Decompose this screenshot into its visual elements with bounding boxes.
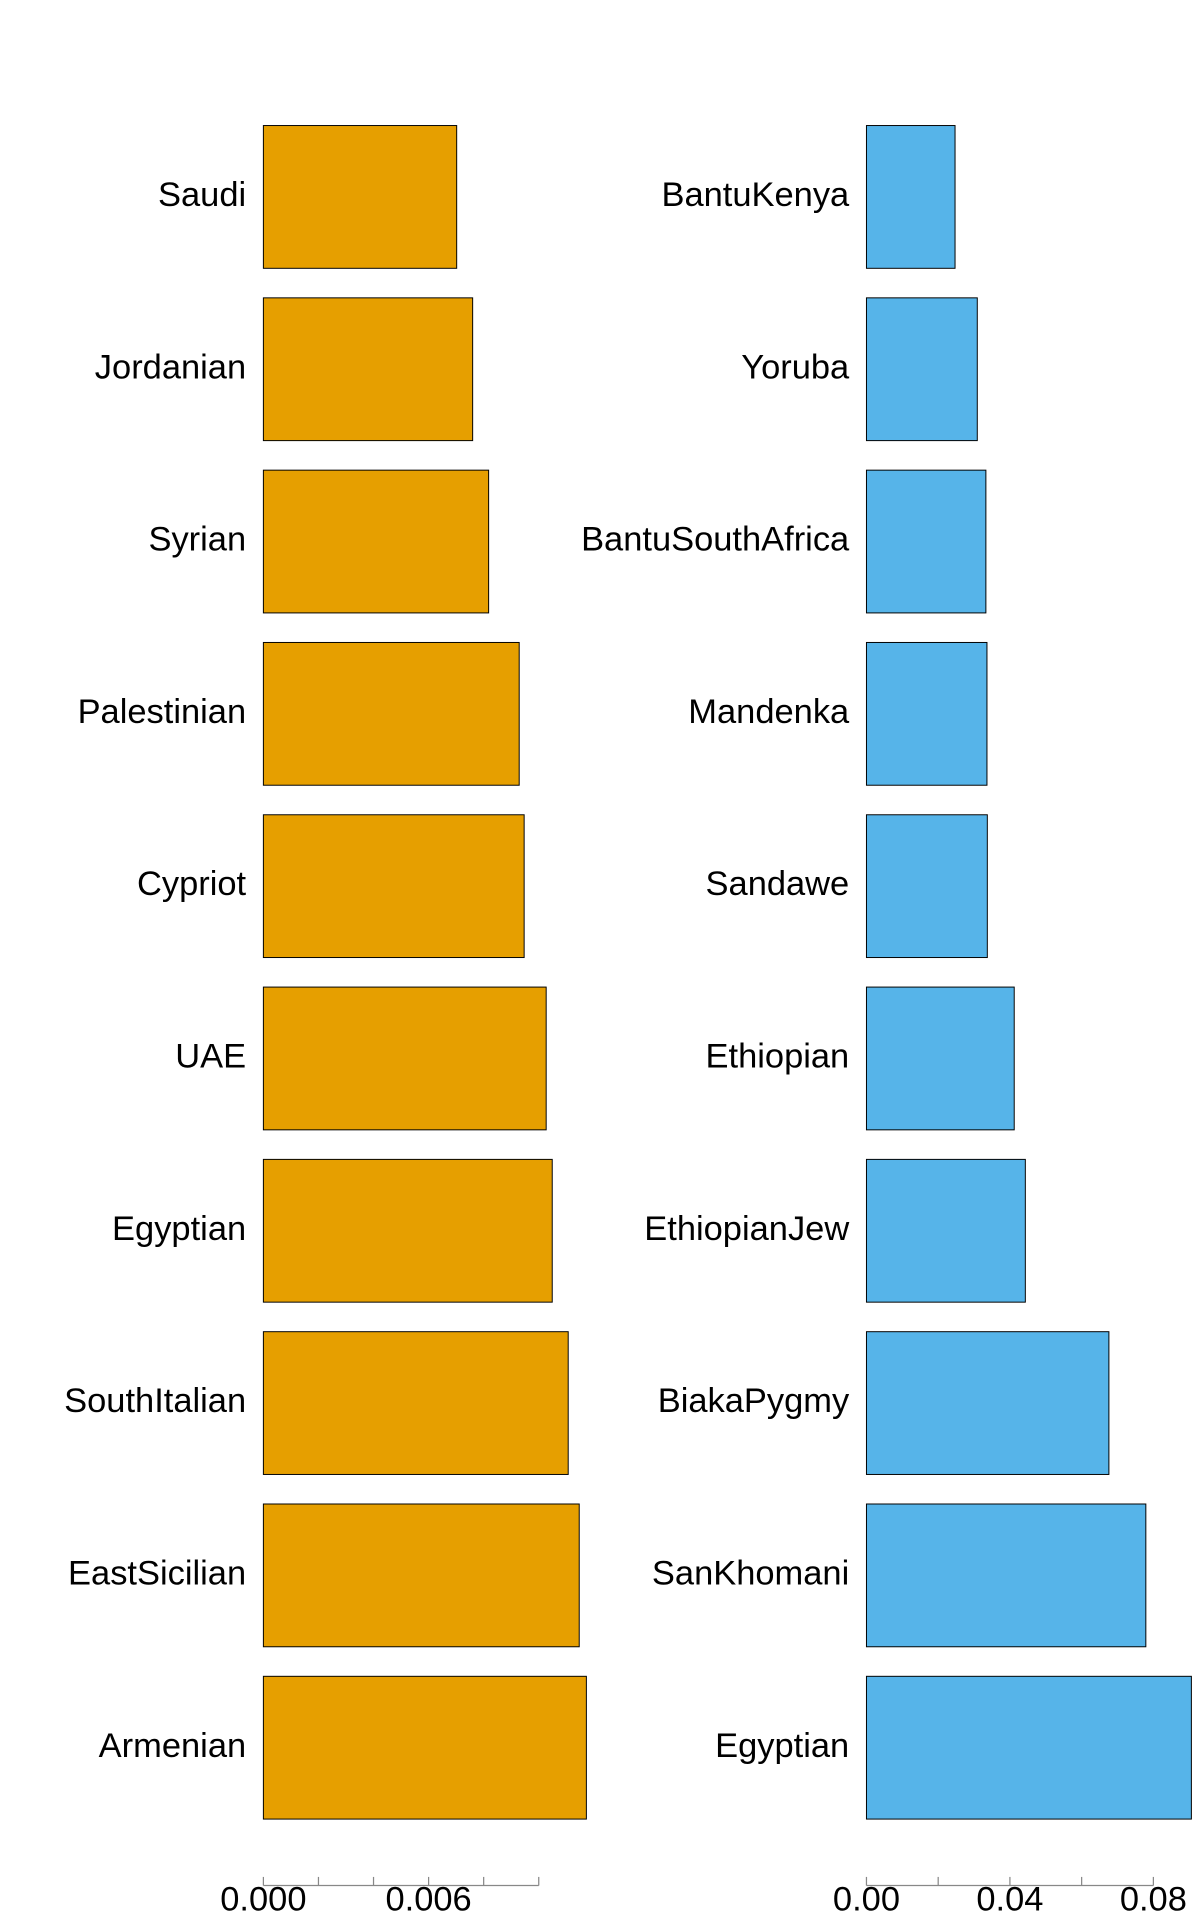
bar — [262, 641, 520, 786]
bar — [865, 469, 987, 614]
bar — [262, 469, 490, 614]
y-tick-label: BantuKenya — [661, 176, 850, 214]
bar — [865, 297, 978, 442]
x-tick-label: 0.04 — [976, 1881, 1043, 1919]
x-tick-label: 0.000 — [220, 1881, 306, 1919]
x-tick-label: 0.006 — [385, 1881, 471, 1919]
y-tick-label: EastSicilian — [68, 1554, 246, 1592]
y-tick-label: Palestinian — [78, 693, 247, 731]
y-tick-label: BiakaPygmy — [658, 1382, 850, 1420]
bar — [865, 1675, 1192, 1820]
bar — [262, 1158, 553, 1303]
y-tick-label: Saudi — [158, 176, 246, 214]
y-tick-label: Syrian — [148, 521, 246, 559]
y-tick-label: SouthItalian — [64, 1382, 246, 1420]
bar — [865, 986, 1015, 1131]
bar — [865, 814, 988, 959]
bar — [262, 1503, 580, 1648]
y-tick-label: BantuSouthAfrica — [581, 521, 850, 559]
bar — [865, 1503, 1147, 1648]
y-tick-label: Cypriot — [137, 865, 247, 903]
y-tick-label: Sandawe — [706, 865, 850, 903]
y-tick-label: Egyptian — [715, 1727, 849, 1765]
x-tick-label: 0.08 — [1120, 1881, 1187, 1919]
y-tick-label: Armenian — [99, 1727, 246, 1765]
y-tick-label: Jordanian — [95, 348, 246, 386]
bar — [865, 641, 988, 786]
bar — [865, 125, 956, 269]
bar — [262, 814, 525, 959]
x-tick-label: 0.00 — [833, 1881, 900, 1919]
y-tick-label: Mandenka — [688, 693, 850, 731]
bar — [262, 1331, 569, 1475]
bar — [262, 125, 458, 269]
y-tick-label: Egyptian — [112, 1210, 246, 1248]
y-tick-label: Yoruba — [741, 348, 850, 386]
bar — [262, 1675, 587, 1820]
bar — [865, 1158, 1026, 1303]
y-tick-label: EthiopianJew — [644, 1210, 849, 1248]
bar — [865, 1331, 1110, 1475]
y-tick-label: SanKhomani — [652, 1554, 849, 1592]
bar — [262, 986, 547, 1131]
y-tick-label: UAE — [175, 1038, 246, 1076]
y-tick-label: Ethiopian — [706, 1038, 850, 1076]
bar — [262, 297, 474, 442]
